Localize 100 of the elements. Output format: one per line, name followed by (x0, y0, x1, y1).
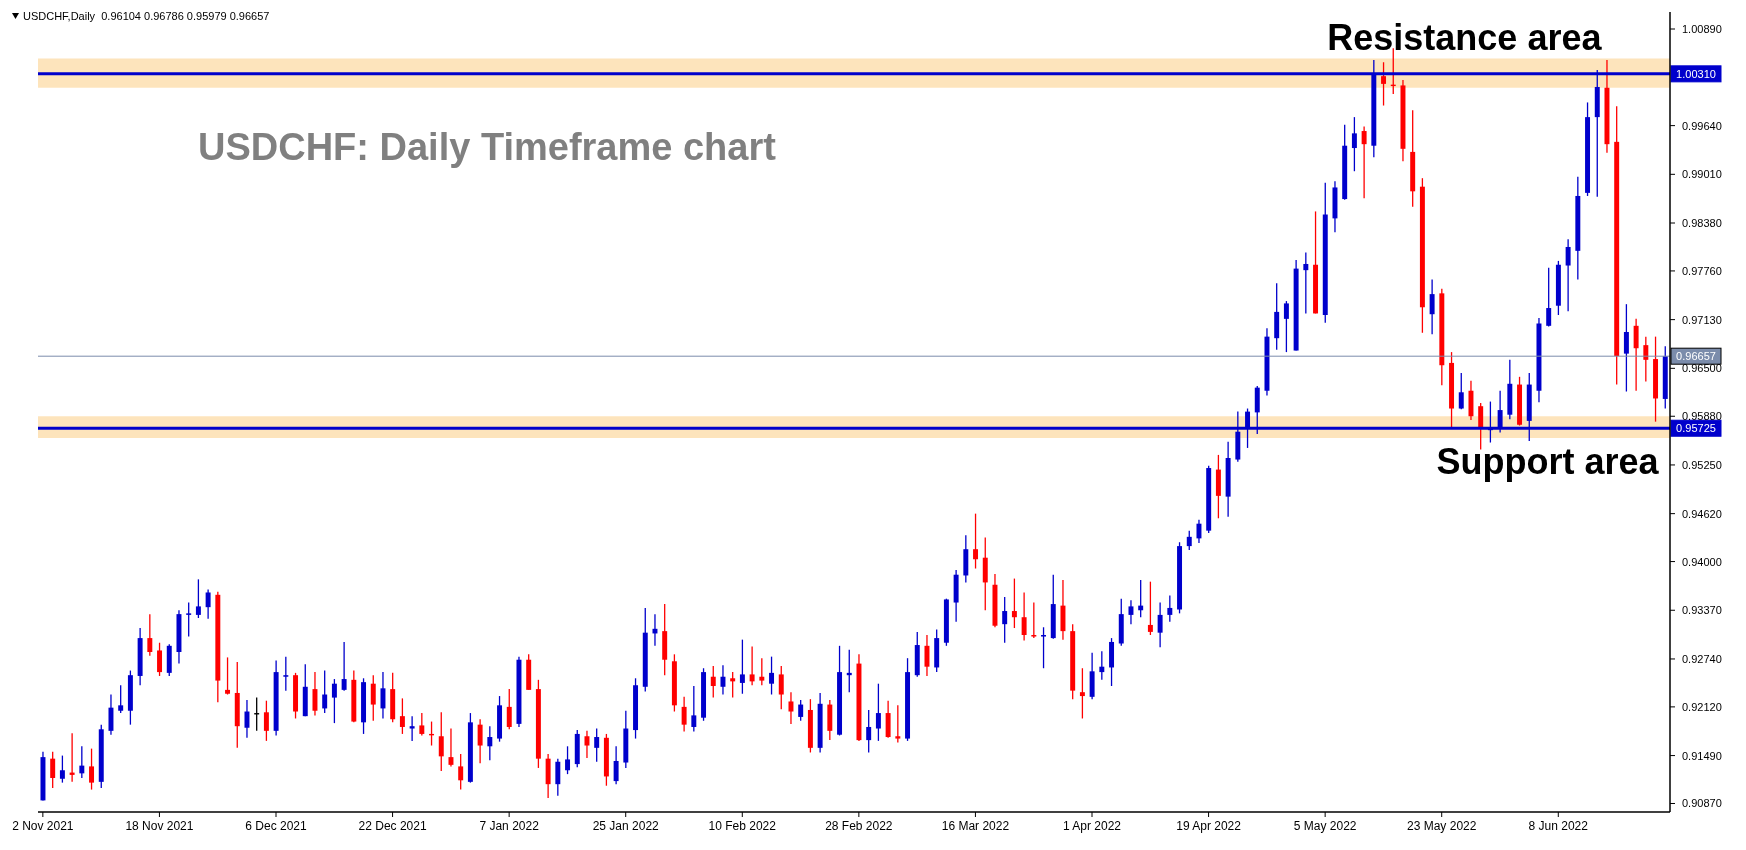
candlestick (1002, 596, 1008, 644)
candlestick (225, 656, 231, 696)
candlestick (565, 745, 571, 775)
candlestick (1633, 318, 1639, 392)
candlestick (1283, 300, 1289, 353)
x-tick-label: 23 May 2022 (1407, 819, 1477, 833)
candlestick (1167, 594, 1173, 623)
candlestick (720, 664, 726, 696)
candlestick (458, 753, 464, 791)
x-tick-label: 6 Dec 2021 (245, 819, 308, 833)
candlestick (448, 727, 454, 768)
candlestick (205, 588, 211, 620)
candlestick (885, 700, 891, 739)
candlestick (244, 699, 250, 739)
candlestick (798, 699, 804, 722)
y-tick-label: 0.92740 (1682, 652, 1722, 665)
band-label: Resistance area (1327, 17, 1603, 59)
y-tick-label: 0.99640 (1682, 119, 1722, 132)
candlestick (730, 671, 736, 699)
candlestick (875, 683, 881, 742)
y-tick-label: 0.98380 (1682, 217, 1722, 230)
y-tick-label: 0.94000 (1682, 555, 1722, 568)
candlestick (866, 709, 872, 754)
y-tick-label: 0.90870 (1682, 797, 1722, 810)
ref-line-label: 0.95725 (1676, 422, 1716, 435)
candlestick (409, 715, 415, 742)
candlestick (1381, 61, 1387, 107)
candlestick (380, 671, 386, 720)
candlestick (322, 669, 328, 714)
candlestick (613, 745, 619, 785)
candlestick (1196, 519, 1202, 544)
x-tick-label: 28 Feb 2022 (825, 819, 893, 833)
band-label: Support area (1436, 440, 1660, 482)
candlestick (584, 730, 590, 759)
candlestick (1031, 601, 1037, 639)
candlestick (147, 613, 153, 657)
candlestick (1565, 238, 1571, 312)
x-tick-label: 19 Apr 2022 (1176, 819, 1242, 833)
ref-line-label: 0.96657 (1676, 350, 1716, 363)
candlestick (195, 578, 201, 619)
ref-line-label: 1.00310 (1676, 67, 1716, 80)
candlestick (1429, 278, 1435, 335)
y-tick-label: 0.97130 (1682, 313, 1722, 326)
y-tick-label: 0.93370 (1682, 604, 1722, 617)
x-tick-label: 2 Nov 2021 (12, 819, 74, 833)
candlestick (1011, 577, 1017, 629)
text: USDCHF: Daily Timeframe chart (198, 126, 776, 169)
candlestick (769, 655, 775, 696)
candlestick (1021, 591, 1027, 642)
candlestick (749, 645, 755, 686)
y-tick-label: 0.95250 (1682, 458, 1722, 471)
candlestick (108, 693, 114, 736)
candlestick (1157, 601, 1163, 649)
candlestick (79, 745, 85, 779)
candlestick (399, 697, 405, 735)
candlestick (1099, 650, 1105, 681)
y-tick-label: 0.97760 (1682, 264, 1722, 277)
y-tick-label: 0.96500 (1682, 362, 1722, 375)
candlestick (438, 711, 444, 772)
x-tick-label: 22 Dec 2021 (358, 819, 427, 833)
x-tick-label: 25 Jan 2022 (592, 819, 660, 833)
candlestick (50, 751, 56, 789)
x-tick-label: 16 Mar 2022 (941, 819, 1010, 833)
candlestick (1458, 372, 1464, 410)
candlestick (594, 727, 600, 763)
candlestick (788, 691, 794, 725)
candlestick (691, 685, 697, 733)
candlestick (1041, 626, 1047, 669)
candlestick (487, 725, 493, 761)
candlestick (341, 641, 347, 692)
y-tick-label: 0.91490 (1682, 749, 1722, 762)
candlestick (186, 601, 192, 638)
candlestick (1546, 267, 1552, 328)
x-tick-label: 10 Feb 2022 (708, 819, 777, 833)
candlestick (681, 696, 687, 733)
candlestick (973, 512, 979, 570)
candlestick (312, 671, 318, 717)
candlestick (283, 655, 289, 692)
candlestick (1361, 125, 1367, 199)
candlestick (1186, 530, 1192, 551)
x-tick-label: 5 May 2022 (1293, 819, 1357, 833)
x-tick-label: 1 Apr 2022 (1062, 819, 1122, 833)
candlestick (1079, 667, 1085, 720)
candlestick (331, 678, 337, 724)
candlestick (739, 638, 745, 695)
candlestick (1128, 599, 1134, 625)
annotation: USDCHF,Daily 0.96104 0.96786 0.95979 0.96657 (23, 10, 270, 22)
candlestick (924, 634, 930, 677)
y-tick-label: 0.95880 (1682, 410, 1722, 423)
y-tick-label: 0.94620 (1682, 507, 1722, 520)
y-tick-label: 1.00890 (1682, 23, 1722, 35)
candlestick (1303, 251, 1309, 315)
candlestick (778, 665, 784, 710)
candlestick (477, 718, 483, 764)
candlestick (1147, 581, 1153, 636)
candlestick (118, 684, 124, 714)
x-tick-label: 7 Jan 2022 (479, 819, 540, 833)
x-tick-label: 8 Jun 2022 (1528, 819, 1589, 833)
y-tick-label: 0.99010 (1682, 168, 1722, 181)
candlestick (759, 657, 765, 686)
